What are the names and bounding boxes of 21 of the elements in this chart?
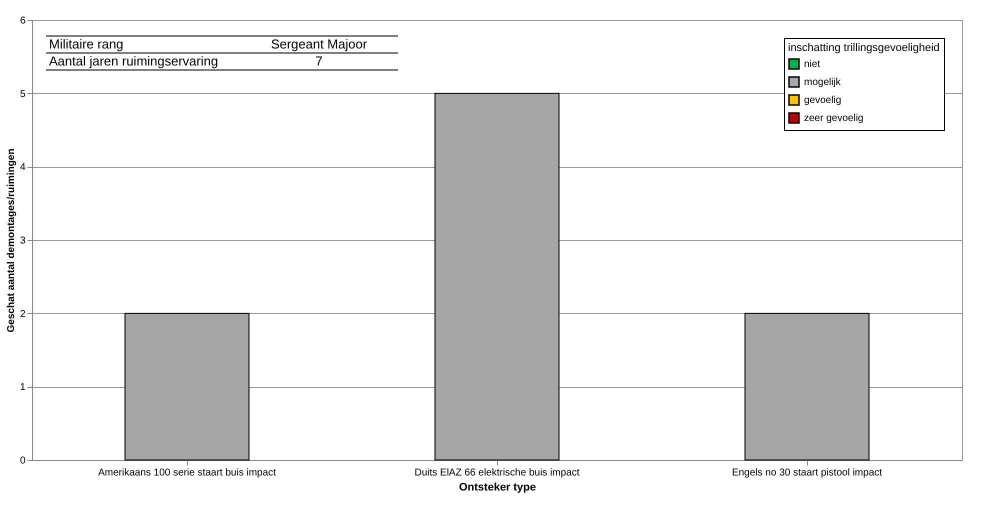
annotation: Aantal jaren ruimingservaring [49,54,218,68]
annotation: 7 [315,54,323,68]
y-tick-label: 3 [20,236,26,246]
y-tick-label: 0 [20,456,26,466]
y-axis-title: Geschat aantal demontages/ruimingen [6,148,17,332]
legend-title: inschatting trillingsgevoeligheid [788,42,940,54]
legend-label: zeer gevoelig [804,113,864,124]
legend-label: niet [804,59,820,70]
x-axis-title: Ontsteker type [458,482,536,494]
y-tick-label: 1 [20,382,26,394]
y-tick-label: 5 [20,88,26,100]
y-tick-label: 4 [20,162,26,174]
annotation: Militaire rang [49,36,124,52]
legend-label: gevoelig [804,95,842,106]
x-tick-label: Engels no 30 staart pistool impact [732,468,882,478]
x-tick-label: Duits ElAZ 66 elektrische buis impact [414,468,580,478]
annotation: Sergeant Majoor [270,36,368,52]
y-tick-label: 2 [20,308,26,320]
x-tick-label: Amerikaans 100 serie staart buis impact [98,468,276,478]
y-tick-label: 6 [20,16,26,26]
legend-label: mogelijk [804,77,842,88]
